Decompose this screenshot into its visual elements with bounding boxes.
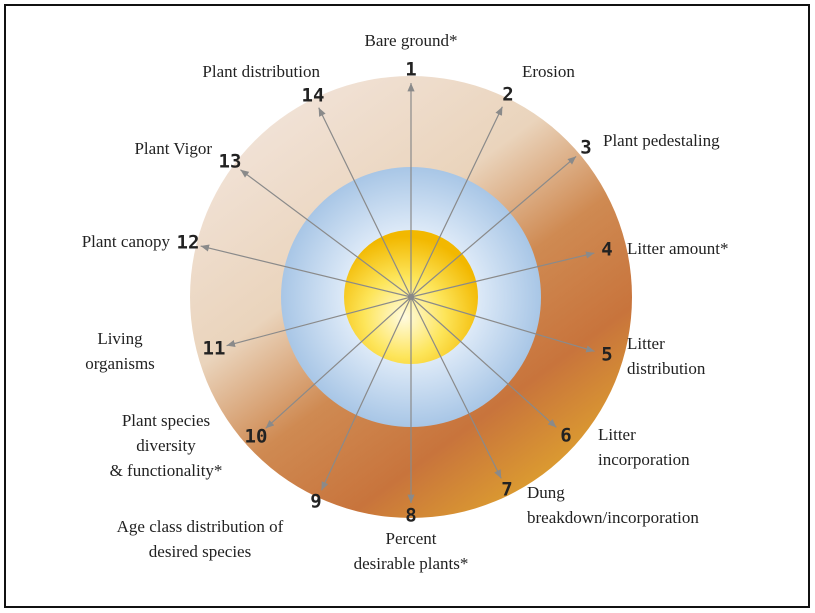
node-number: 4 [601,239,612,261]
node-label: Plant Vigor [134,139,212,158]
spoke [226,296,412,348]
node-label: desired species [149,542,251,561]
node-label: Plant canopy [82,232,171,251]
node-number: 13 [219,151,242,173]
spoke [410,296,502,479]
hub [408,294,414,300]
spoke [410,296,557,428]
node-number: 1 [405,59,416,81]
node-label: desirable plants* [354,554,469,573]
spoke [200,244,412,298]
spokes [200,83,595,503]
node-label: distribution [627,359,706,378]
node-number: 9 [310,491,321,513]
node-label: & functionality* [110,461,223,480]
node-number: 11 [203,338,226,360]
spoke [318,107,412,298]
node-label: Plant pedestaling [603,131,720,150]
node-number: 6 [560,425,571,447]
node-label: incorporation [598,450,690,469]
node-label: Plant distribution [202,62,320,81]
node-label: breakdown/incorporation [527,508,699,527]
node-label: diversity [136,436,196,455]
node-label: organisms [85,354,155,373]
node-number: 14 [302,85,325,107]
node-number: 7 [501,479,512,501]
node-label: Litter [627,334,665,353]
node-label: Litter [598,425,636,444]
spoke [320,296,412,491]
spoke [265,296,412,429]
node-number: 2 [502,84,513,106]
spoke [410,296,595,353]
node-label: Dung [527,483,565,502]
spoke [240,169,412,298]
node-number: 5 [601,344,612,366]
labels: 1 Bare ground* 2 Erosion 3 Plant pedestaling 4… [82,31,729,573]
node-number: 12 [177,232,200,254]
node-label: Age class distribution of [117,517,284,536]
node-label: Living [97,329,143,348]
node-number: 8 [405,505,416,527]
node-label: Bare ground* [364,31,457,50]
spoke [410,155,577,298]
node-label: Erosion [522,62,575,81]
node-label: Percent [386,529,437,548]
node-label: Litter amount* [627,239,729,258]
node-number: 10 [245,426,268,448]
spoke [410,251,595,298]
node-number: 3 [580,137,591,159]
spoke [410,106,503,298]
node-label: Plant species [122,411,210,430]
